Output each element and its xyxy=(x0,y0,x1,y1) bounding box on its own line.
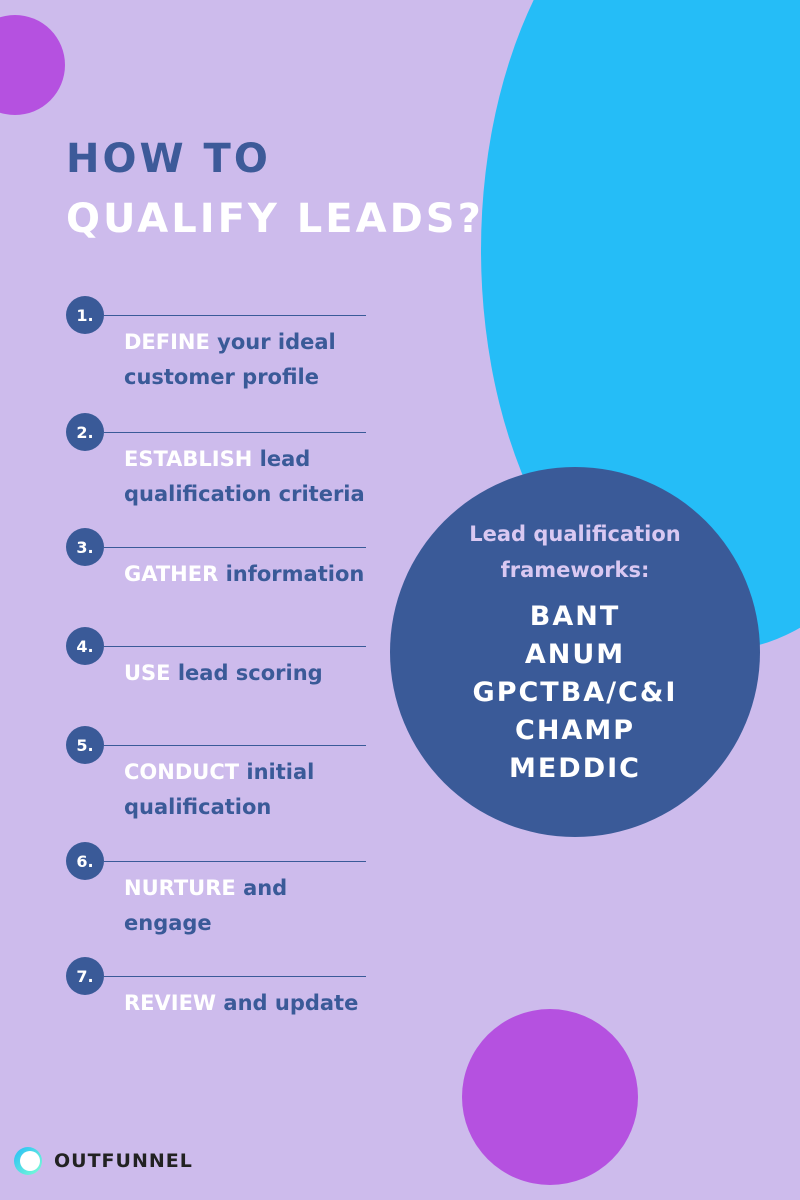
title: HOW TO xyxy=(66,136,271,182)
frameworks-heading: Lead qualification frameworks: xyxy=(469,522,681,582)
step-keyword: USE xyxy=(124,661,171,685)
step-text: USE lead scoring xyxy=(124,656,374,691)
step-description: initial qualification xyxy=(124,760,315,819)
logo-icon xyxy=(20,1151,40,1171)
step-description: information xyxy=(225,562,365,586)
step-number: 5. xyxy=(66,726,104,764)
title: QUALIFY LEADS? xyxy=(66,196,484,242)
framework-item: GPCTBA/C&I xyxy=(472,677,678,708)
step-description: lead qualification criteria xyxy=(124,447,365,506)
step-keyword: CONDUCT xyxy=(124,760,240,784)
brand: OUTFUNNEL xyxy=(54,1150,193,1172)
step-keyword: DEFINE xyxy=(124,330,210,354)
framework-item: BANT xyxy=(529,601,621,632)
step-text: ESTABLISH lead qualification criteria xyxy=(124,442,374,512)
step-number: 7. xyxy=(66,957,104,995)
decor-circle xyxy=(462,1009,638,1185)
step-keyword: ESTABLISH xyxy=(124,447,253,471)
framework-item: MEDDIC xyxy=(509,753,641,784)
step-text: CONDUCT initial qualification xyxy=(124,755,374,825)
step-text: DEFINE your ideal customer profile xyxy=(124,325,374,395)
step-rule xyxy=(104,547,366,548)
step-text: NURTURE and engage xyxy=(124,871,374,941)
step-rule xyxy=(104,861,366,862)
step-rule xyxy=(104,745,366,746)
step-rule xyxy=(104,976,366,977)
step-rule xyxy=(104,646,366,647)
step-description: your ideal customer profile xyxy=(124,330,336,389)
step-text: REVIEW and update xyxy=(124,986,374,1021)
step-text: GATHER information xyxy=(124,557,374,592)
step-rule xyxy=(104,432,366,433)
step-number: 1. xyxy=(66,296,104,334)
step-number: 4. xyxy=(66,627,104,665)
step-number: 3. xyxy=(66,528,104,566)
step-keyword: GATHER xyxy=(124,562,219,586)
step-rule xyxy=(104,315,366,316)
decor-circle xyxy=(0,15,65,115)
step-description: lead scoring xyxy=(177,661,323,685)
step-keyword: REVIEW xyxy=(124,991,217,1015)
frameworks: Lead qualification frameworks: BANT ANUM G… xyxy=(390,467,760,837)
step-description: and engage xyxy=(124,876,288,935)
step-keyword: NURTURE xyxy=(124,876,236,900)
framework-item: ANUM xyxy=(524,639,626,670)
framework-item: CHAMP xyxy=(515,715,635,746)
step-number: 2. xyxy=(66,413,104,451)
step-description: and update xyxy=(223,991,359,1015)
step-number: 6. xyxy=(66,842,104,880)
